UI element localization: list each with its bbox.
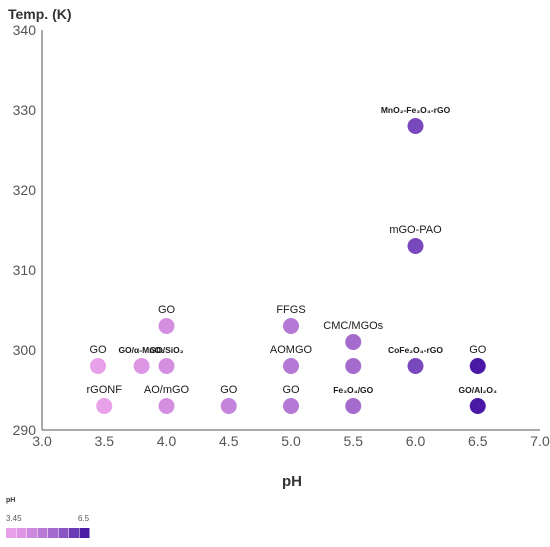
data-point-labels: GO rGONF GO/α-MnO₂ GO GO/SiO₂ AO/mGO GO FFGS AOM…: [87, 105, 497, 396]
x-tick-label: 4.5: [219, 433, 239, 449]
x-axis-title: pH: [282, 473, 302, 490]
x-tick-label: 7.0: [530, 433, 550, 449]
x-tick-label: 3.5: [95, 433, 115, 449]
y-tick-label: 310: [13, 262, 37, 278]
x-tick-label: 6.0: [406, 433, 426, 449]
data-point: [407, 358, 424, 374]
color-scale-swatch: [69, 528, 79, 538]
data-point-label: CMC/MGOs: [323, 320, 383, 332]
color-scale-swatch: [27, 528, 37, 538]
data-point: [469, 398, 486, 414]
data-point: [90, 358, 107, 374]
data-point-label: rGONF: [87, 384, 123, 396]
data-point-label: GO/Al₂O₃: [459, 385, 497, 395]
x-tick-label: 4.0: [157, 433, 177, 449]
color-scale-legend: pH 3.45 6.5: [6, 497, 90, 538]
data-point-label: GO: [158, 304, 176, 316]
color-scale-max-label: 6.5: [78, 514, 90, 523]
data-point: [133, 358, 150, 374]
data-point-label: AO/mGO: [144, 384, 190, 396]
data-point: [283, 358, 299, 374]
y-tick-label: 290: [13, 422, 37, 438]
data-point: [220, 398, 237, 414]
data-point: [345, 358, 362, 374]
color-scale-swatch: [16, 528, 27, 538]
data-point-label: GO: [469, 344, 487, 356]
data-point: [283, 398, 299, 414]
data-point: [469, 358, 486, 374]
color-scale-min-label: 3.45: [6, 514, 22, 523]
y-tick-label: 330: [13, 102, 37, 118]
color-scale-swatch: [58, 528, 69, 538]
x-tick-label: 5.5: [344, 433, 364, 449]
data-point-label: mGO-PAO: [389, 224, 442, 236]
data-point: [283, 318, 299, 334]
data-point-label: FFGS: [276, 304, 305, 316]
data-point-label: Fe₃O₄/GO: [333, 385, 373, 395]
data-point: [96, 398, 113, 414]
y-tick-labels: 290 300 310 320 330 340: [13, 22, 37, 438]
color-scale-swatch: [79, 528, 90, 538]
data-point-label: GO: [282, 384, 300, 396]
x-tick-label: 5.0: [281, 433, 301, 449]
data-point: [407, 118, 424, 134]
x-tick-label: 3.0: [32, 433, 52, 449]
y-tick-label: 300: [13, 342, 37, 358]
y-tick-label: 340: [13, 22, 37, 38]
data-point: [158, 398, 175, 414]
data-point-label: CoFe₂O₄-rGO: [388, 345, 443, 355]
data-point-label: GO/SiO₂: [149, 345, 183, 355]
data-points: [90, 118, 486, 414]
data-point-label: MnO₂-Fe₃O₄-rGO: [381, 105, 451, 115]
data-point: [158, 318, 175, 334]
data-point-label: GO/α-MnO₂: [118, 345, 165, 355]
data-point: [345, 334, 362, 350]
data-point: [345, 398, 362, 414]
y-tick-label: 320: [13, 182, 37, 198]
data-point-label: AOMGO: [270, 344, 313, 356]
data-point: [407, 238, 424, 254]
x-tick-labels: 3.0 3.5 4.0 4.5 5.0 5.5 6.0 6.5 7.0: [32, 433, 550, 449]
data-point-label: GO: [89, 344, 107, 356]
y-axis-title: Temp. (K): [8, 6, 72, 22]
data-point: [158, 358, 175, 374]
color-scale-swatch: [48, 528, 58, 538]
x-tick-label: 6.5: [468, 433, 488, 449]
color-scale-swatch: [6, 528, 16, 538]
color-scale-title: pH: [6, 497, 15, 504]
color-scale-swatch: [37, 528, 48, 538]
color-scale-swatches: [6, 528, 90, 538]
data-point-label: GO: [220, 384, 238, 396]
